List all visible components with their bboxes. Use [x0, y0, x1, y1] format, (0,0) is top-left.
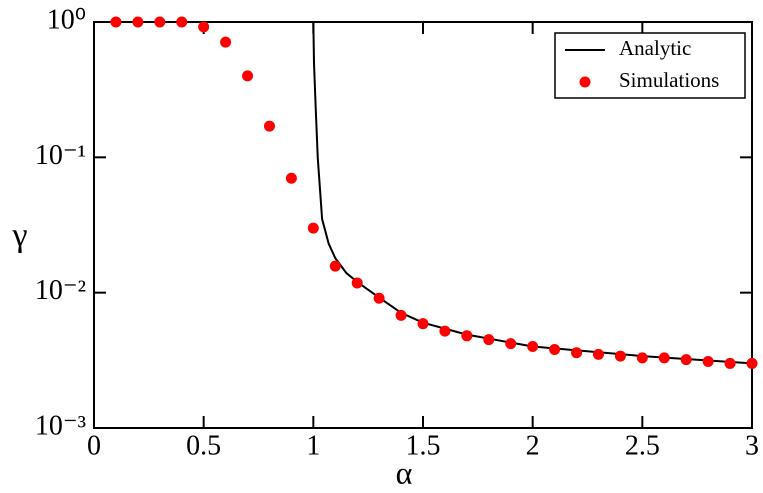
simulation-point — [110, 16, 122, 28]
simulation-point — [176, 16, 188, 28]
simulation-point — [658, 352, 670, 364]
simulation-point — [198, 21, 210, 33]
simulation-point — [636, 352, 648, 364]
simulation-point — [307, 222, 319, 234]
simulation-point — [571, 347, 583, 359]
legend-marker — [579, 76, 591, 88]
simulation-point — [329, 260, 341, 272]
simulation-point — [417, 318, 429, 330]
simulation-point — [285, 172, 297, 184]
simulation-point — [483, 334, 495, 346]
simulation-point — [549, 344, 561, 356]
simulation-point — [505, 338, 517, 350]
simulation-point — [614, 350, 626, 362]
simulation-point — [461, 330, 473, 342]
x-tick-label: 2 — [526, 430, 540, 461]
x-tick-label: 1 — [306, 430, 320, 461]
x-tick-label: 1.5 — [406, 430, 441, 461]
y-tick-label: 10⁻³ — [35, 410, 86, 441]
simulation-point — [702, 356, 714, 368]
simulation-point — [746, 357, 758, 369]
simulation-point — [242, 70, 254, 82]
y-axis-label: γ — [11, 217, 27, 254]
simulation-point — [680, 354, 692, 366]
simulation-point — [527, 341, 539, 353]
simulation-point — [154, 16, 166, 28]
simulation-point — [592, 348, 604, 360]
simulation-point — [724, 357, 736, 369]
x-axis-label: α — [396, 454, 413, 490]
legend-label: Simulations — [619, 68, 719, 92]
simulation-point — [263, 120, 275, 132]
simulation-point — [373, 292, 385, 304]
x-tick-label: 0.5 — [186, 430, 221, 461]
y-tick-label: 10⁻² — [35, 275, 86, 306]
simulation-point — [351, 277, 363, 289]
simulation-point — [395, 309, 407, 321]
legend-label: Analytic — [619, 36, 691, 60]
simulation-point — [220, 36, 232, 48]
simulation-point — [439, 325, 451, 337]
x-tick-label: 0 — [87, 430, 101, 461]
x-tick-label: 3 — [745, 430, 759, 461]
y-tick-label: 10⁻¹ — [35, 140, 86, 171]
simulation-point — [132, 16, 144, 28]
y-tick-label: 10⁰ — [47, 4, 86, 35]
x-tick-label: 2.5 — [625, 430, 660, 461]
